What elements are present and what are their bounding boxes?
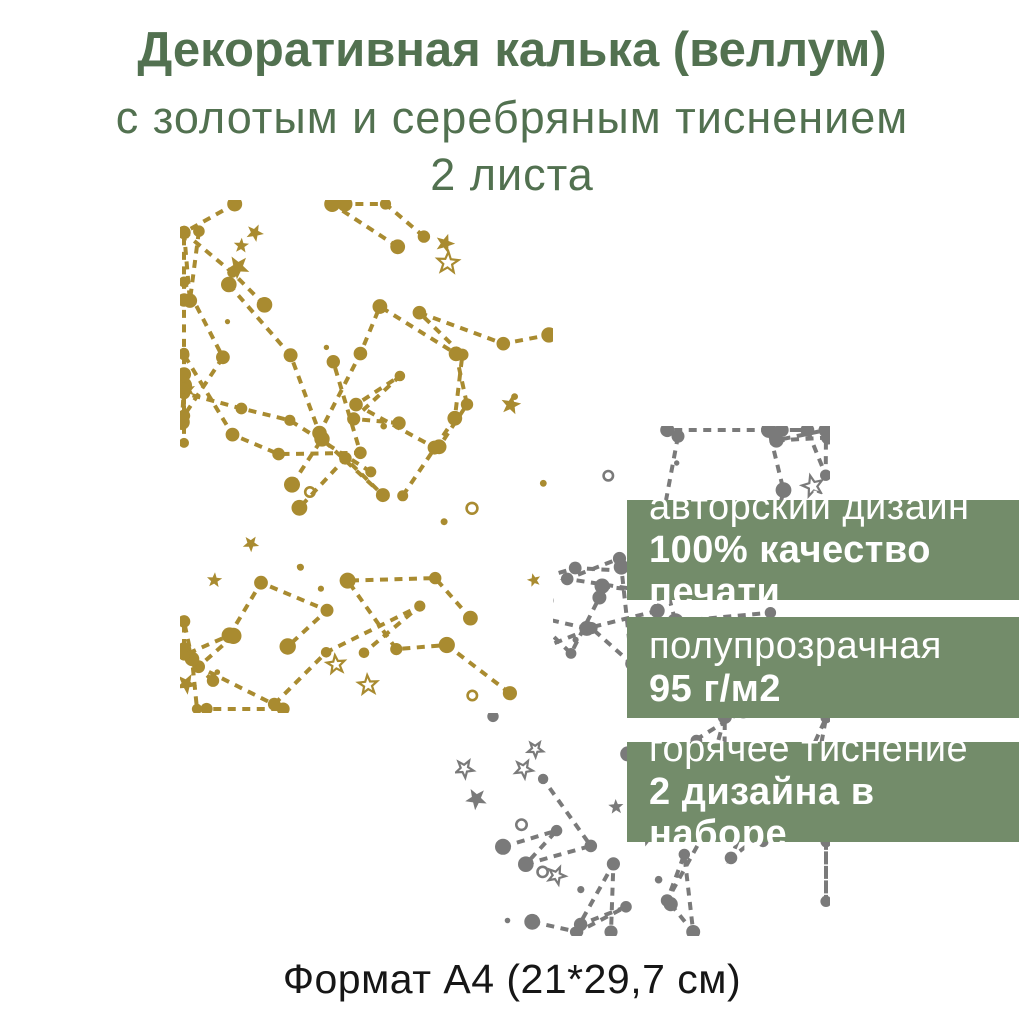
badge-author-design-line1: авторский дизайн — [649, 486, 970, 529]
gold-constellation-pattern — [180, 200, 553, 713]
badge-author-design-line2: 100% качество печати — [649, 528, 931, 614]
gold-constellations-sheet — [180, 200, 553, 713]
badge-hot-foil-line1: горячее тиснение — [649, 728, 969, 771]
badge-author-design: авторский дизайн 100% качество печати — [627, 486, 1019, 613]
badge-translucent: полупрозрачная 95 г/м2 — [627, 617, 1019, 718]
format-label: Формат А4 (21*29,7 см) — [282, 956, 742, 1002]
badge-hot-foil: горячее тиснение 2 дизайна в наборе — [627, 728, 1019, 855]
product-subtitle: с золотым и серебряным тиснением — [115, 92, 909, 143]
product-title: Декоративная калька (веллум) — [137, 23, 887, 77]
sheet-count-label: 2 листа — [430, 149, 594, 200]
badge-translucent-line1: полупрозрачная — [649, 624, 942, 667]
badge-translucent-line2: 95 г/м2 — [649, 667, 781, 710]
badge-hot-foil-line2: 2 дизайна в наборе — [649, 770, 875, 856]
